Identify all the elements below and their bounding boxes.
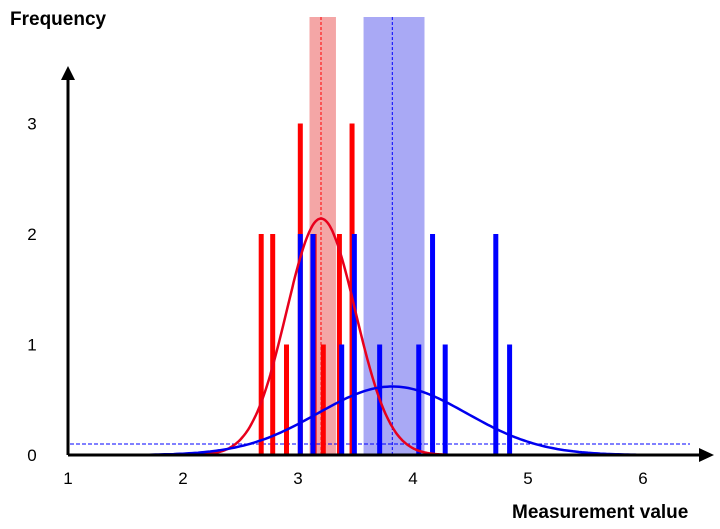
axes — [61, 66, 714, 462]
y-tick-label-3: 3 — [27, 115, 36, 134]
blue-bar-10 — [507, 344, 513, 455]
y-tick-label-0: 0 — [27, 446, 36, 465]
red-normal-curve — [188, 217, 448, 457]
x-tick-label-4: 4 — [408, 469, 417, 488]
blue-bar-9 — [493, 234, 499, 455]
curves — [85, 217, 695, 457]
x-axis-title: Measurement value — [512, 502, 688, 523]
blue-normal-curve — [85, 385, 695, 457]
blue-bar-4 — [351, 234, 357, 455]
blue-bar-1 — [297, 234, 303, 455]
red-bar-3 — [284, 344, 289, 455]
tick-labels: 1 2 3 4 5 6 0 1 2 3 — [27, 115, 647, 489]
x-tick-label-3: 3 — [293, 469, 302, 488]
x-tick-label-1: 1 — [63, 469, 72, 488]
blue-bar-8 — [442, 344, 448, 455]
y-axis-title: Frequency — [10, 9, 107, 30]
red-bar-6 — [320, 344, 326, 455]
y-axis-arrow-icon — [61, 66, 75, 80]
x-tick-label-2: 2 — [178, 469, 187, 488]
y-tick-label-2: 2 — [27, 225, 36, 244]
blue-bar-6 — [416, 344, 422, 455]
red-bar-2 — [270, 234, 276, 455]
blue-bar-2 — [310, 234, 316, 455]
red-bar-1 — [258, 234, 264, 455]
x-tick-label-6: 6 — [638, 469, 647, 488]
x-axis-arrow-icon — [699, 448, 714, 462]
blue-bar-7 — [430, 234, 436, 455]
x-tick-label-5: 5 — [523, 469, 532, 488]
y-tick-label-1: 1 — [27, 336, 36, 355]
